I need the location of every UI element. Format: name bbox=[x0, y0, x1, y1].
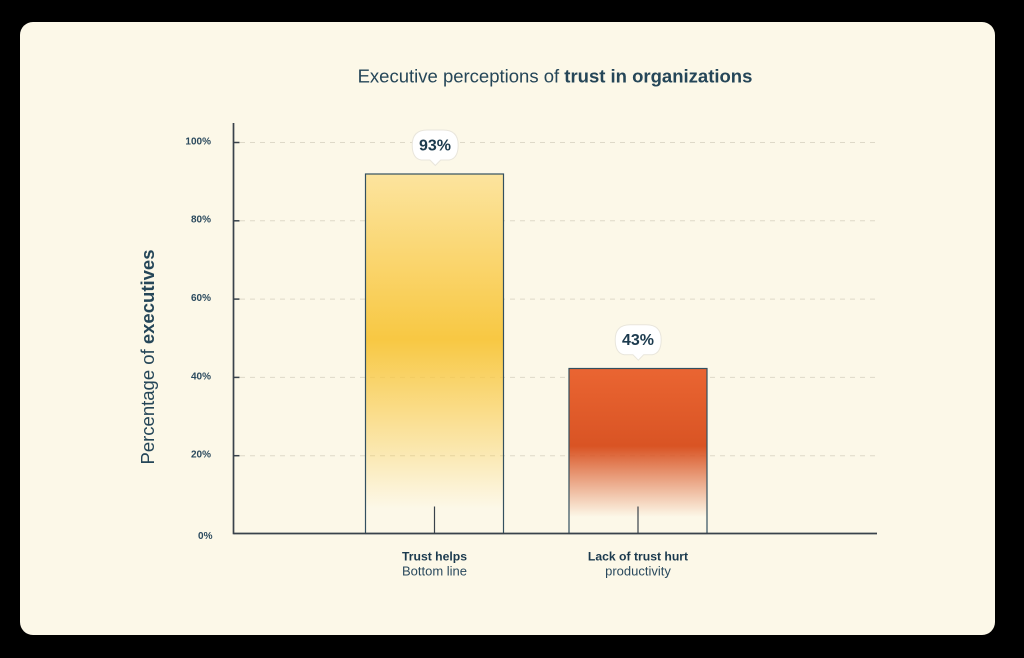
svg-text:40%: 40% bbox=[191, 371, 211, 382]
svg-text:Lack of trust hurt: Lack of trust hurt bbox=[588, 550, 688, 564]
svg-text:Executive perceptions of trust: Executive perceptions of trust in organi… bbox=[358, 66, 753, 87]
svg-text:productivity: productivity bbox=[605, 564, 671, 579]
svg-text:Bottom line: Bottom line bbox=[402, 564, 467, 579]
svg-text:93%: 93% bbox=[419, 138, 451, 155]
svg-text:Trust helps: Trust helps bbox=[402, 550, 467, 564]
svg-text:20%: 20% bbox=[191, 450, 211, 461]
svg-text:60%: 60% bbox=[191, 293, 211, 304]
svg-text:43%: 43% bbox=[622, 332, 654, 349]
svg-text:100%: 100% bbox=[185, 136, 211, 147]
svg-text:80%: 80% bbox=[191, 215, 211, 226]
svg-text:0%: 0% bbox=[198, 531, 213, 542]
svg-text:Percentage of executives: Percentage of executives bbox=[137, 250, 158, 465]
